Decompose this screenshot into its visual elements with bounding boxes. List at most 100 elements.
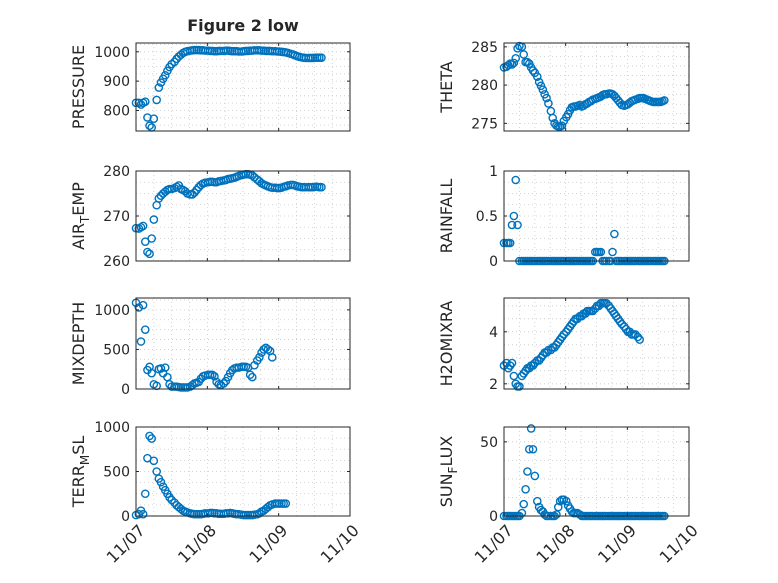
mixdepth-ytick-label: 500 [103, 342, 130, 358]
subplot-mixdepth: 0 500 1000 MIXDEPTH [69, 297, 351, 398]
h2omixra-data-point [573, 314, 582, 324]
subplot-rainfall: 0 0.5 1 RAINFALL [437, 164, 690, 270]
mixdepth-data-point [160, 363, 170, 372]
theta-data-point [504, 60, 513, 70]
mixdepth-ylabel: MIXDEPTH [69, 302, 88, 385]
mixdepth-data-point [210, 372, 219, 381]
sun-flux-data-point [526, 424, 536, 433]
theta-data-point [548, 113, 558, 123]
theta-data-point [513, 44, 522, 53]
sun-flux-data-point [553, 502, 563, 512]
figure-title: Figure 2 low [187, 16, 299, 35]
h2omixra-data-point [631, 330, 640, 339]
pressure-data-point [149, 114, 159, 123]
pressure-data-point [317, 53, 326, 62]
subplot-theta: 275 280 285 THETA [437, 40, 690, 132]
sun-flux-ylabel: SUNFLUX [437, 436, 460, 508]
pressure-ytick-label: 1000 [94, 45, 130, 61]
subplot-pressure: 800 900 1000 PRESSURE Figure 2 low [69, 16, 351, 132]
mixdepth-data-point [255, 353, 264, 362]
terr-msl-data-point [281, 499, 291, 508]
sun-flux-data-point [524, 444, 534, 454]
theta-data-point [533, 72, 542, 81]
mixdepth-data-point [263, 345, 273, 354]
mixdepth-data-point [156, 364, 166, 373]
air-temp-data-point [145, 249, 154, 259]
mixdepth-data-point [140, 325, 150, 334]
h2omixra-data-point [515, 382, 524, 391]
h2omixra-series [499, 298, 644, 391]
h2omixra-ytick-label: 2 [489, 377, 498, 393]
rainfall-ytick-label: 0.5 [476, 209, 498, 225]
pressure-ytick-label: 800 [103, 103, 130, 119]
theta-data-point [511, 54, 521, 63]
h2omixra-data-point [588, 306, 598, 316]
terr-msl-data-point [147, 434, 156, 443]
terr-msl-ytick-label: 1000 [94, 420, 130, 436]
sun-flux-data-point [521, 484, 530, 494]
sun-flux-data-point [533, 496, 542, 506]
pressure-data-point [145, 121, 154, 131]
theta-data-point [557, 121, 567, 130]
rainfall-ytick-label: 0 [489, 254, 498, 270]
h2omixra-data-point [507, 358, 517, 368]
sun-flux-data-point [523, 467, 532, 476]
air-temp-ytick-label: 260 [103, 254, 130, 270]
theta-data-point [507, 60, 517, 69]
air-temp-data-point [317, 182, 326, 192]
mixdepth-data-point [134, 303, 144, 312]
pressure-data-point [152, 95, 161, 105]
air-temp-data-point [149, 215, 159, 224]
h2omixra-data-point [635, 335, 644, 344]
air-temp-ytick-label: 270 [103, 209, 130, 225]
h2omixra-grid [503, 298, 690, 389]
pressure-data-point [160, 70, 170, 80]
sun-flux-data-point [561, 496, 571, 506]
mixdepth-data-point [245, 370, 255, 380]
air-temp-data-point [143, 247, 152, 257]
theta-data-point [542, 93, 551, 103]
theta-axes-box [503, 42, 690, 132]
theta-data-point [538, 85, 548, 94]
sun-flux-ytick-label: 50 [480, 435, 498, 451]
air-temp-ylabel: AIRTEMP [69, 182, 92, 250]
sun-flux-data-point [519, 499, 529, 509]
subplot-h2omixra: 2 4 H2OMIXRA [437, 297, 690, 393]
h2omixra-ylabel: H2OMIXRA [437, 301, 456, 387]
mixdepth-data-point [247, 372, 257, 382]
terr-msl-data-point [138, 509, 148, 519]
pressure-series [131, 45, 326, 132]
air-temp-data-point [147, 234, 156, 243]
terr-msl-data-point [156, 477, 166, 487]
mixdepth-data-point [147, 368, 156, 378]
mixdepth-ytick-label: 0 [121, 382, 130, 398]
rainfall-data-point [610, 229, 619, 239]
terr-msl-data-point [255, 509, 264, 518]
terr-msl-ytick-label: 0 [121, 509, 130, 525]
terr-msl-data-point [149, 456, 159, 466]
rainfall-data-point [509, 211, 519, 221]
rainfall-data-point [596, 247, 606, 257]
h2omixra-data-point [602, 298, 611, 308]
rainfall-data-point [511, 175, 521, 185]
sun-flux-data-point [528, 444, 538, 454]
mixdepth-data-point [208, 370, 217, 380]
rainfall-ytick-label: 1 [489, 164, 498, 180]
theta-data-point [660, 96, 669, 105]
mixdepth-data-point [138, 300, 148, 310]
pressure-axes-box [135, 42, 351, 132]
rainfall-data-point [513, 220, 522, 230]
h2omixra-data-point [559, 330, 569, 339]
air-temp-ytick-label: 280 [103, 164, 130, 180]
theta-data-point [544, 99, 553, 108]
terr-msl-data-point [176, 504, 186, 514]
h2omixra-data-point [509, 371, 519, 381]
theta-data-point [519, 50, 529, 59]
theta-data-point [509, 58, 519, 68]
h2omixra-data-point [530, 358, 540, 368]
air-temp-data-point [138, 221, 148, 231]
theta-ytick-label: 275 [471, 116, 498, 132]
pressure-data-point [140, 97, 150, 106]
theta-ytick-label: 285 [471, 40, 498, 56]
